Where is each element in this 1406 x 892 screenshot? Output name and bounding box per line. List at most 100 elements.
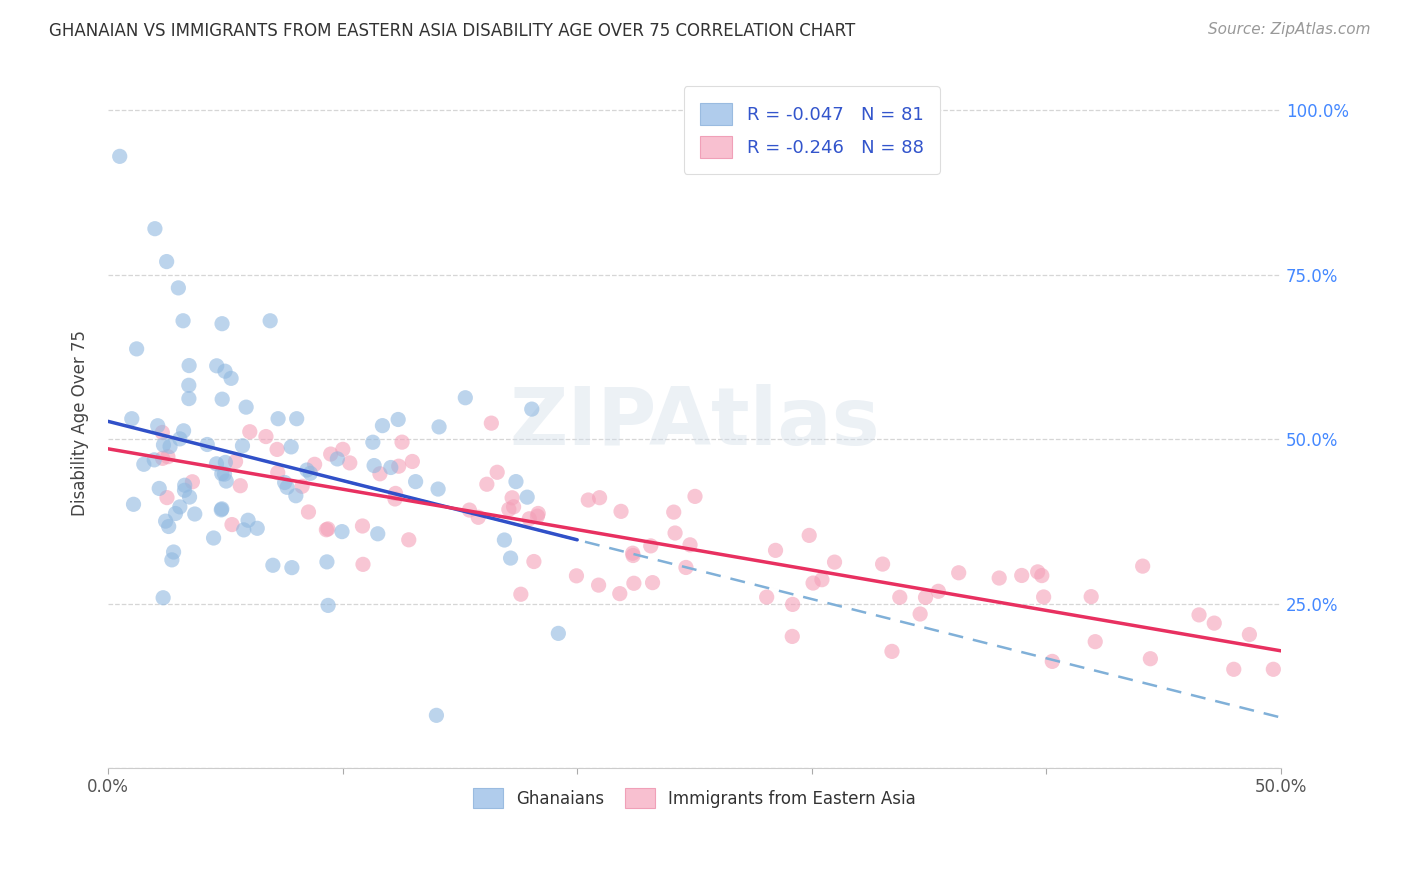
Point — [988, 571, 1011, 585]
Point — [755, 590, 778, 604]
Point — [184, 507, 207, 521]
Point — [501, 491, 523, 505]
Point — [458, 503, 481, 517]
Point — [588, 491, 610, 505]
Point — [664, 526, 686, 541]
Point — [801, 576, 824, 591]
Point — [494, 533, 516, 547]
Point — [499, 551, 522, 566]
Point — [280, 440, 302, 454]
Point — [1263, 662, 1285, 676]
Point — [209, 503, 232, 517]
Point — [467, 510, 489, 524]
Point — [811, 573, 834, 587]
Point — [152, 438, 174, 452]
Point — [475, 477, 498, 491]
Point — [148, 482, 170, 496]
Point — [391, 435, 413, 450]
Point — [609, 587, 631, 601]
Point — [221, 517, 243, 532]
Point — [621, 549, 644, 563]
Point — [610, 504, 633, 518]
Point — [380, 460, 402, 475]
Point — [367, 526, 389, 541]
Point — [782, 598, 804, 612]
Point — [267, 466, 290, 480]
Point — [211, 317, 233, 331]
Point — [160, 553, 183, 567]
Point — [332, 442, 354, 457]
Point — [1080, 590, 1102, 604]
Point — [516, 490, 538, 504]
Point — [908, 607, 931, 621]
Point — [205, 359, 228, 373]
Point — [1011, 568, 1033, 582]
Point — [259, 314, 281, 328]
Point — [425, 708, 447, 723]
Point — [316, 555, 339, 569]
Point — [547, 626, 569, 640]
Point — [352, 519, 374, 533]
Point — [173, 478, 195, 492]
Point — [509, 587, 531, 601]
Point — [339, 456, 361, 470]
Point — [315, 523, 337, 537]
Point — [173, 424, 195, 438]
Point — [177, 392, 200, 406]
Point — [889, 591, 911, 605]
Point — [502, 500, 524, 514]
Point — [914, 591, 936, 605]
Point — [640, 539, 662, 553]
Point — [1239, 627, 1261, 641]
Point — [156, 491, 179, 505]
Point — [219, 371, 242, 385]
Point — [948, 566, 970, 580]
Point — [297, 505, 319, 519]
Point — [276, 480, 298, 494]
Point — [172, 314, 194, 328]
Point — [229, 479, 252, 493]
Point — [623, 576, 645, 591]
Y-axis label: Disability Age Over 75: Disability Age Over 75 — [72, 330, 89, 516]
Point — [159, 439, 181, 453]
Point — [266, 442, 288, 457]
Point — [156, 254, 179, 268]
Point — [291, 479, 314, 493]
Point — [405, 475, 427, 489]
Point — [588, 578, 610, 592]
Point — [1084, 634, 1107, 648]
Point — [927, 584, 949, 599]
Point — [284, 489, 307, 503]
Point — [167, 281, 190, 295]
Point — [214, 455, 236, 469]
Point — [211, 467, 233, 481]
Point — [1223, 662, 1246, 676]
Point — [299, 467, 322, 481]
Point — [169, 432, 191, 446]
Point — [231, 439, 253, 453]
Point — [361, 435, 384, 450]
Point — [162, 545, 184, 559]
Point — [121, 411, 143, 425]
Point — [169, 500, 191, 514]
Point — [565, 569, 588, 583]
Point — [143, 453, 166, 467]
Point — [235, 400, 257, 414]
Point — [824, 555, 846, 569]
Point — [267, 411, 290, 425]
Point — [427, 420, 450, 434]
Point — [527, 507, 550, 521]
Point — [177, 378, 200, 392]
Point — [236, 513, 259, 527]
Point — [304, 458, 326, 472]
Point — [1026, 565, 1049, 579]
Point — [1204, 616, 1226, 631]
Point — [1132, 559, 1154, 574]
Point — [319, 447, 342, 461]
Point — [641, 575, 664, 590]
Point — [173, 483, 195, 498]
Point — [125, 342, 148, 356]
Point — [1188, 607, 1211, 622]
Point — [181, 475, 204, 489]
Point — [486, 465, 509, 479]
